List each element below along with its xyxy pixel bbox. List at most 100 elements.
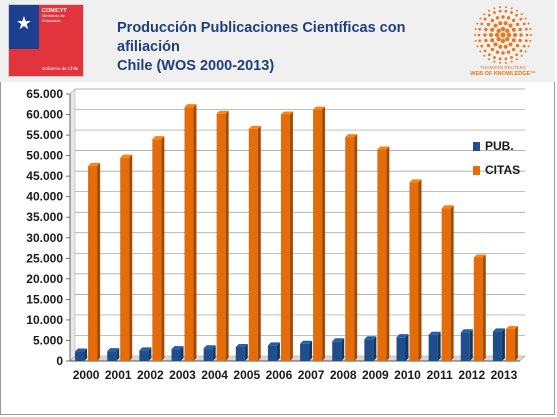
bar-top bbox=[492, 328, 505, 332]
conicyt-logo: ★ CONICYT Ministerio de Educación Gobier… bbox=[8, 4, 84, 77]
bar-side bbox=[276, 342, 280, 361]
wok-dot bbox=[483, 17, 487, 21]
bar-side bbox=[161, 136, 165, 361]
bar-front bbox=[505, 328, 515, 361]
bar-front bbox=[345, 137, 355, 361]
wok-dot bbox=[488, 58, 490, 61]
wok-dot bbox=[498, 9, 502, 13]
wok-dot bbox=[493, 42, 498, 47]
bar-citas bbox=[216, 110, 229, 361]
bar-side bbox=[501, 328, 505, 361]
bar-front bbox=[300, 343, 310, 361]
wok-dot bbox=[476, 45, 479, 48]
x-tick-label: 2005 bbox=[233, 368, 260, 382]
wok-dot bbox=[530, 34, 532, 36]
wok-dot bbox=[500, 32, 506, 38]
star-icon: ★ bbox=[15, 13, 33, 34]
bar-front bbox=[184, 107, 194, 361]
bar-chart: 0 5.000 10.000 15.000 20.000 25.000 30.000 35.0… bbox=[26, 87, 526, 382]
logo-gov-text: Gobierno de Chile bbox=[42, 66, 79, 71]
bar-front bbox=[235, 347, 245, 361]
bar-front bbox=[216, 113, 226, 361]
bar-top bbox=[396, 334, 409, 338]
chart-title-line1: Producción Publicaciones Científicas con… bbox=[117, 20, 406, 55]
bar-side bbox=[354, 134, 358, 361]
wok-dot bbox=[515, 22, 520, 27]
wok-dot bbox=[508, 23, 513, 28]
x-tick-label: 2012 bbox=[458, 368, 485, 382]
wok-dot bbox=[529, 28, 532, 31]
chart-title-line2: Chile (WOS 2000-2013) bbox=[117, 58, 275, 74]
wok-dot bbox=[493, 60, 496, 63]
wok-dot bbox=[490, 27, 495, 32]
bar-top bbox=[88, 162, 101, 166]
wok-dot bbox=[476, 22, 479, 25]
bar-front bbox=[248, 128, 258, 361]
wok-dot bbox=[518, 27, 522, 32]
bar-front bbox=[492, 331, 502, 361]
wok-dot bbox=[510, 60, 513, 63]
bar-top bbox=[441, 205, 454, 209]
bar-front bbox=[473, 257, 483, 361]
bar-citas bbox=[505, 325, 518, 361]
bar-citas bbox=[248, 125, 261, 361]
logo-org-text: CONICYT bbox=[42, 8, 67, 14]
wok-name-text: WEB OF KNOWLEDGE™ bbox=[470, 71, 536, 77]
wok-dot bbox=[501, 15, 505, 19]
wok-dot bbox=[505, 37, 510, 42]
bar-pub bbox=[300, 340, 313, 361]
bar-front bbox=[364, 339, 374, 361]
bar-side bbox=[244, 344, 248, 361]
wok-dot bbox=[505, 28, 510, 33]
x-tick-label: 2001 bbox=[105, 368, 132, 382]
y-tick-label: 50.000 bbox=[26, 149, 63, 163]
bar-top bbox=[107, 348, 120, 352]
wok-dot bbox=[488, 9, 490, 12]
wok-dot bbox=[510, 11, 513, 14]
bar-side bbox=[405, 334, 409, 361]
wok-dot bbox=[510, 7, 513, 10]
bar-side bbox=[341, 338, 345, 361]
wok-dot bbox=[516, 58, 518, 61]
wok-dot bbox=[494, 32, 500, 38]
wok-dot bbox=[510, 56, 513, 59]
wok-dot bbox=[495, 50, 500, 54]
wok-dot bbox=[486, 22, 491, 27]
wok-dot bbox=[501, 51, 505, 55]
wok-small-text: THOMSON REUTERS bbox=[480, 65, 526, 70]
bar-side bbox=[180, 346, 184, 361]
bar-front bbox=[120, 157, 130, 361]
bar-side bbox=[97, 162, 101, 361]
wok-dot bbox=[524, 39, 528, 43]
bar-layer bbox=[75, 104, 518, 362]
wok-dot bbox=[515, 53, 519, 57]
x-tick-label: 2011 bbox=[427, 368, 453, 382]
wok-dot bbox=[480, 44, 484, 48]
bar-citas bbox=[184, 104, 197, 361]
bar-top bbox=[313, 106, 326, 110]
grid-layer bbox=[69, 88, 525, 341]
bar-top bbox=[460, 329, 473, 333]
bar-front bbox=[171, 349, 181, 361]
bar-top bbox=[377, 146, 390, 150]
bar-top bbox=[203, 345, 216, 349]
x-tick-label: 2004 bbox=[201, 368, 228, 382]
wok-dot bbox=[496, 28, 501, 33]
bar-citas bbox=[88, 162, 101, 361]
bar-side bbox=[225, 110, 229, 361]
wok-dot bbox=[479, 50, 482, 53]
wok-dot bbox=[490, 18, 495, 23]
wok-dot bbox=[524, 27, 528, 31]
x-tick-label: 2009 bbox=[362, 368, 389, 382]
legend-swatch bbox=[473, 142, 480, 151]
wok-dot bbox=[506, 16, 511, 20]
bar-citas bbox=[152, 136, 165, 361]
bar-side bbox=[309, 340, 313, 361]
bar-citas bbox=[441, 205, 454, 361]
wok-dot bbox=[493, 7, 496, 10]
wok-dot bbox=[511, 18, 516, 23]
wok-dot bbox=[477, 33, 481, 37]
wok-dot bbox=[493, 11, 496, 14]
bar-side bbox=[84, 348, 88, 361]
wok-dot bbox=[480, 22, 484, 26]
